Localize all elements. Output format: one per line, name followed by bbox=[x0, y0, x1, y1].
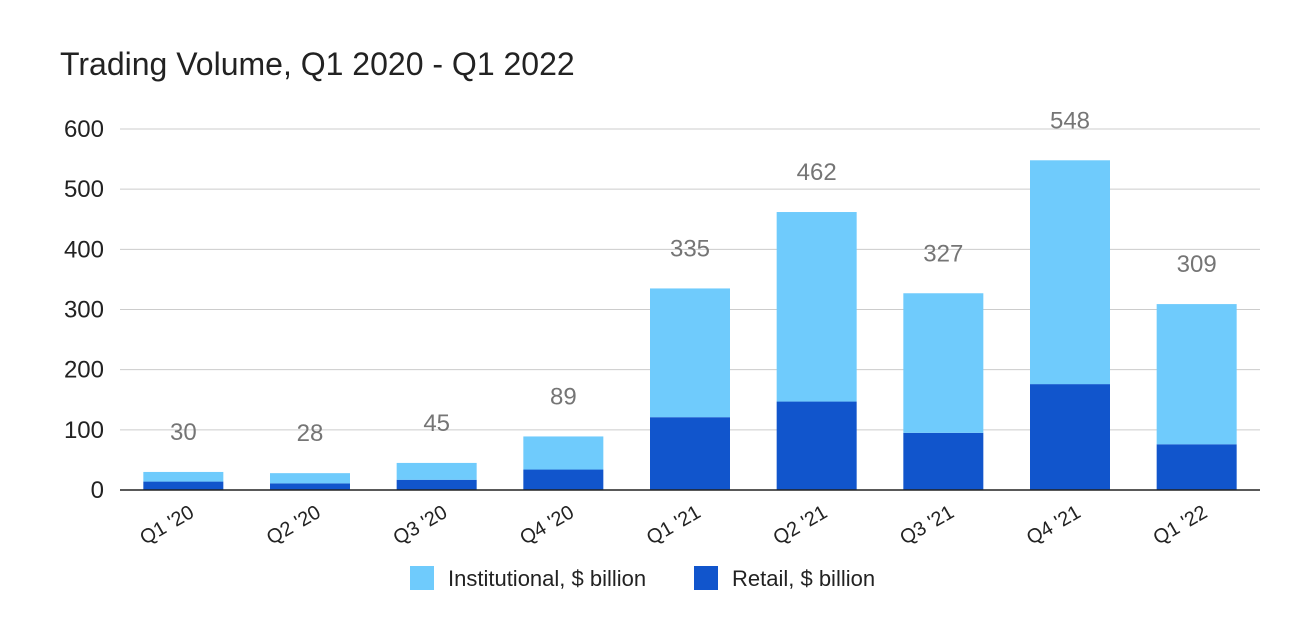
x-tick-label: Q4 '21 bbox=[1023, 501, 1085, 549]
x-tick-label: Q1 '22 bbox=[1150, 501, 1212, 549]
legend-swatch bbox=[694, 566, 718, 590]
x-tick-label: Q1 '21 bbox=[643, 501, 705, 549]
legend: Institutional, $ billion Retail, $ billio… bbox=[410, 566, 875, 591]
data-label-total: 89 bbox=[550, 383, 577, 410]
bar-segment-institutional bbox=[903, 293, 984, 433]
bar-segment-retail bbox=[1030, 384, 1110, 490]
y-tick-label: 500 bbox=[64, 176, 104, 203]
legend-label: Retail, $ billion bbox=[732, 566, 875, 591]
bar-segment-retail bbox=[270, 483, 350, 490]
bar-segment-retail bbox=[903, 432, 984, 490]
chart-title: Trading Volume, Q1 2020 - Q1 2022 bbox=[60, 46, 575, 82]
y-tick-label: 600 bbox=[64, 116, 104, 143]
bar-segment-retail bbox=[650, 417, 730, 490]
legend-item: Institutional, $ billion bbox=[410, 566, 646, 591]
bar-stack bbox=[396, 462, 477, 490]
bar-stack bbox=[523, 436, 604, 490]
x-tick-label: Q3 '20 bbox=[390, 501, 452, 549]
total-labels: 30 28 45 89 335 462 327 548 309 bbox=[170, 107, 1217, 447]
y-tick-label: 300 bbox=[64, 297, 104, 324]
data-label-total: 45 bbox=[423, 410, 450, 437]
bars bbox=[143, 160, 1237, 490]
bar-segment-institutional bbox=[776, 212, 857, 402]
bar-stack bbox=[650, 288, 730, 490]
x-axis-tick-labels: Q1 '20 Q2 '20 Q3 '20 Q4 '20 Q1 '21 Q2 '21 Q3 '… bbox=[136, 501, 1211, 549]
data-label-total: 548 bbox=[1050, 107, 1090, 134]
x-tick-label: Q1 '20 bbox=[136, 501, 198, 549]
bar-segment-institutional bbox=[650, 288, 730, 418]
bar-segment-retail bbox=[1156, 444, 1237, 490]
bar-segment-institutional bbox=[1156, 304, 1237, 445]
bar-segment-retail bbox=[523, 469, 604, 490]
y-tick-label: 200 bbox=[64, 357, 104, 384]
bar-segment-retail bbox=[776, 401, 857, 490]
bar-stack bbox=[143, 471, 224, 490]
data-label-total: 462 bbox=[797, 159, 837, 186]
x-tick-label: Q2 '20 bbox=[263, 501, 325, 549]
data-label-total: 309 bbox=[1177, 251, 1217, 278]
bar-stack bbox=[270, 473, 350, 490]
y-tick-label: 100 bbox=[64, 417, 104, 444]
data-label-total: 28 bbox=[297, 420, 324, 447]
x-tick-label: Q2 '21 bbox=[770, 501, 832, 549]
bar-segment-retail bbox=[143, 481, 224, 490]
bar-segment-institutional bbox=[396, 462, 477, 480]
bar-stack bbox=[1156, 304, 1237, 490]
bar-segment-institutional bbox=[270, 473, 350, 484]
bar-segment-institutional bbox=[1030, 160, 1110, 385]
bar-stack bbox=[1030, 160, 1110, 490]
bar-stack bbox=[903, 293, 984, 490]
data-label-total: 30 bbox=[170, 419, 197, 446]
y-tick-label: 0 bbox=[91, 477, 104, 504]
data-label-total: 335 bbox=[670, 235, 710, 262]
x-tick-label: Q4 '20 bbox=[516, 501, 578, 549]
data-label-total: 327 bbox=[923, 240, 963, 267]
y-axis-tick-labels: 0 100 200 300 400 500 600 bbox=[64, 116, 104, 504]
bar-segment-institutional bbox=[523, 436, 604, 470]
legend-label: Institutional, $ billion bbox=[448, 566, 646, 591]
legend-swatch bbox=[410, 566, 434, 590]
y-tick-label: 400 bbox=[64, 236, 104, 263]
bar-stack bbox=[776, 212, 857, 490]
bar-segment-institutional bbox=[143, 471, 224, 482]
legend-item: Retail, $ billion bbox=[694, 566, 875, 591]
bar-segment-retail bbox=[396, 479, 477, 490]
x-tick-label: Q3 '21 bbox=[896, 501, 958, 549]
